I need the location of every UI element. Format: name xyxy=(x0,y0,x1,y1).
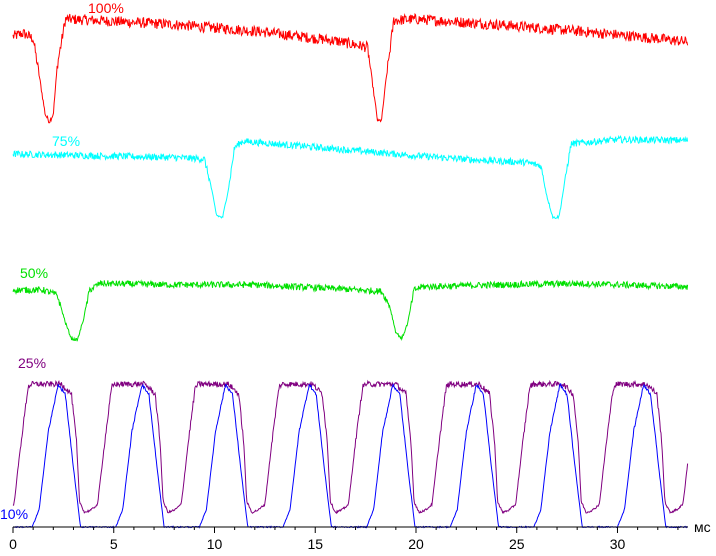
series-layer xyxy=(12,12,689,529)
series-label-75pct: 75% xyxy=(52,133,80,149)
series-line-10pct xyxy=(12,383,688,529)
series-line-100pct xyxy=(12,12,689,124)
series-line-50pct xyxy=(12,279,689,342)
x-tick-label: 20 xyxy=(408,536,424,552)
x-tick-label: 15 xyxy=(307,536,323,552)
series-label-10pct: 10% xyxy=(0,506,28,522)
x-axis-unit: мс xyxy=(694,519,711,535)
x-tick-label: 5 xyxy=(110,536,118,552)
x-tick-label: 30 xyxy=(610,536,626,552)
series-labels: 100% 75% 50% 25% 10% xyxy=(0,0,124,522)
series-line-25pct xyxy=(12,379,689,515)
series-label-100pct: 100% xyxy=(88,0,124,16)
series-label-25pct: 25% xyxy=(18,355,46,371)
series-line-75pct xyxy=(12,134,689,220)
x-tick-label: 0 xyxy=(9,536,17,552)
x-tick-label: 25 xyxy=(509,536,525,552)
x-tick-label: 10 xyxy=(207,536,223,552)
x-ticks: 0 5 10 15 20 25 30 xyxy=(9,527,679,552)
series-label-50pct: 50% xyxy=(20,265,48,281)
